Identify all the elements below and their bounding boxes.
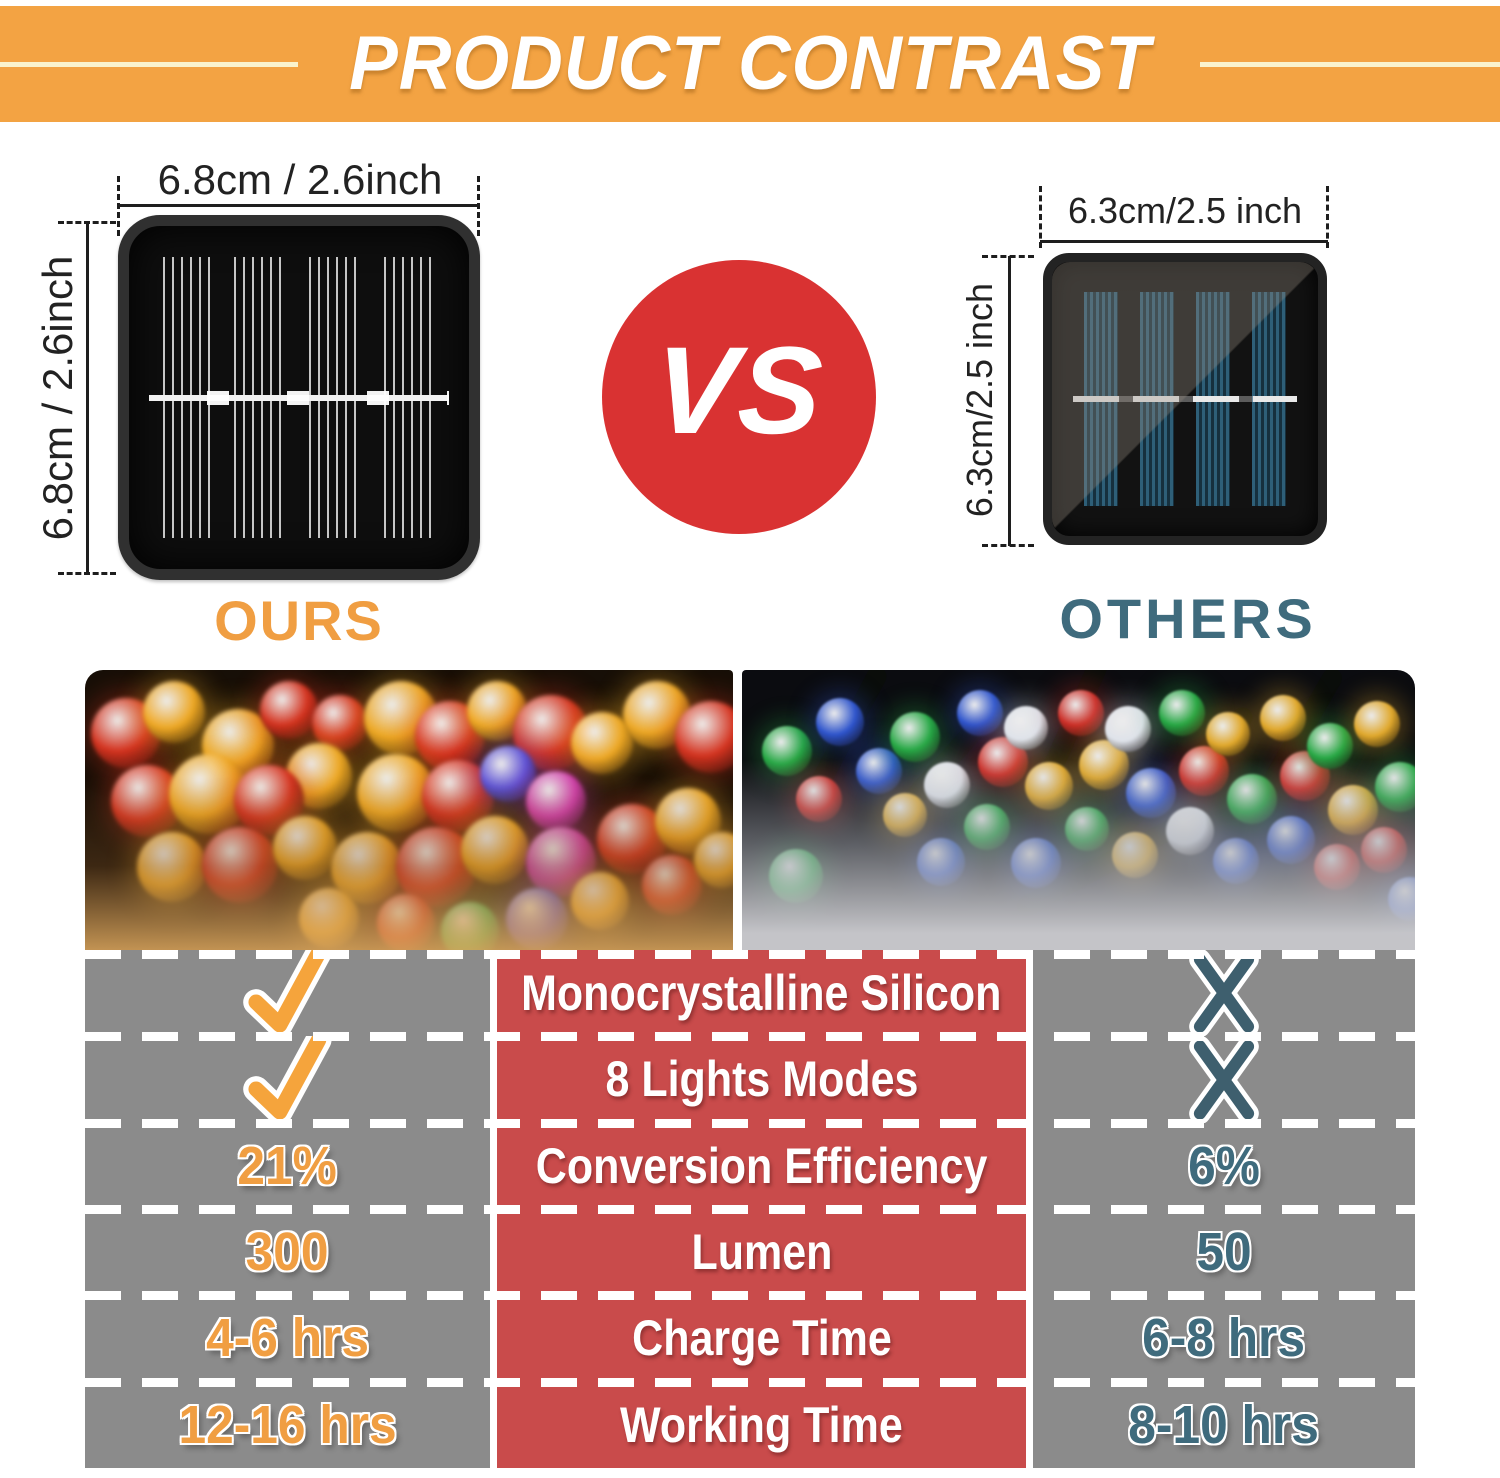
product-photo-others — [742, 670, 1415, 950]
ours-height-dim-line — [86, 222, 89, 574]
vs-label: VS — [649, 322, 829, 460]
product-photo-ours — [85, 670, 733, 950]
others-height-tick-bottom — [982, 544, 1034, 547]
ours-height-tick-top — [58, 221, 116, 224]
row-separator — [85, 1205, 1415, 1214]
table-row: 4-6 hrs Charge Time 6-8 hrs — [85, 1295, 1415, 1382]
others-cell: 50 — [1033, 1208, 1415, 1296]
row-separator — [85, 1032, 1415, 1041]
check-icon — [242, 1036, 332, 1123]
feature-cell: Conversion Efficiency — [497, 1122, 1026, 1209]
warm-glow-overlay — [85, 670, 733, 950]
row-separator — [85, 950, 1415, 959]
comparison-table: Monocrystalline Silicon 8 Lights Modes — [85, 950, 1415, 1468]
ours-cell: 300 — [85, 1208, 490, 1296]
table-row: 12-16 hrs Working Time 8-10 hrs — [85, 1381, 1415, 1468]
ours-cell: 21% — [85, 1122, 490, 1209]
others-cell — [1033, 1036, 1415, 1123]
panel-solder-pads — [149, 390, 449, 405]
others-title: OTHERS — [1059, 587, 1317, 650]
ours-height-tick-bottom — [58, 572, 116, 575]
ours-cell: 4-6 hrs — [85, 1295, 490, 1382]
panel-reflection — [1052, 262, 1318, 536]
others-height-dim-line — [1008, 256, 1011, 546]
table-row: Monocrystalline Silicon — [85, 950, 1415, 1037]
others-height-label: 6.3cm/2.5 inch — [959, 282, 1000, 518]
vs-badge: VS — [602, 260, 876, 534]
ours-width-label: 6.8cm / 2.6inch — [157, 156, 443, 203]
page-title: PRODUCT CONTRAST — [349, 21, 1151, 106]
others-cell: 6-8 hrs — [1033, 1295, 1415, 1382]
ours-width-dim-line — [118, 204, 480, 207]
others-height-tick-top — [982, 255, 1034, 258]
ours-solar-panel — [118, 215, 480, 580]
feature-cell: Charge Time — [497, 1295, 1026, 1382]
ours-title: OURS — [214, 589, 384, 652]
others-cell — [1033, 950, 1415, 1037]
table-row: 8 Lights Modes — [85, 1036, 1415, 1123]
row-separator — [85, 1119, 1415, 1128]
x-icon — [1189, 950, 1259, 1037]
others-cell: 6% — [1033, 1122, 1415, 1209]
others-solar-panel — [1043, 253, 1327, 545]
row-separator — [85, 1378, 1415, 1387]
feature-cell: Working Time — [497, 1381, 1026, 1468]
banner-rule-right — [1200, 62, 1500, 67]
others-width-tick-right — [1326, 186, 1329, 248]
x-icon — [1189, 1036, 1259, 1123]
header-banner: PRODUCT CONTRAST — [0, 6, 1500, 122]
panel-busbar — [1073, 396, 1297, 402]
others-width-label: 6.3cm/2.5 inch — [1067, 190, 1303, 231]
ours-cell: 12-16 hrs — [85, 1381, 490, 1468]
ours-width-tick-right — [477, 176, 480, 236]
fog-overlay — [742, 670, 1415, 950]
row-separator — [85, 1291, 1415, 1300]
ours-cell — [85, 950, 490, 1037]
feature-cell: Lumen — [497, 1208, 1026, 1296]
check-icon — [242, 950, 332, 1037]
others-width-dim-line — [1040, 240, 1328, 243]
feature-cell: 8 Lights Modes — [497, 1036, 1026, 1123]
others-width-tick-left — [1039, 186, 1042, 248]
banner-rule-left — [0, 62, 298, 67]
ours-height-label: 6.8cm / 2.6inch — [34, 255, 81, 541]
ours-cell — [85, 1036, 490, 1123]
ours-width-tick-left — [117, 176, 120, 236]
others-cell: 8-10 hrs — [1033, 1381, 1415, 1468]
feature-cell: Monocrystalline Silicon — [497, 950, 1026, 1037]
table-row: 300 Lumen 50 — [85, 1208, 1415, 1296]
table-row: 21% Conversion Efficiency 6% — [85, 1122, 1415, 1209]
